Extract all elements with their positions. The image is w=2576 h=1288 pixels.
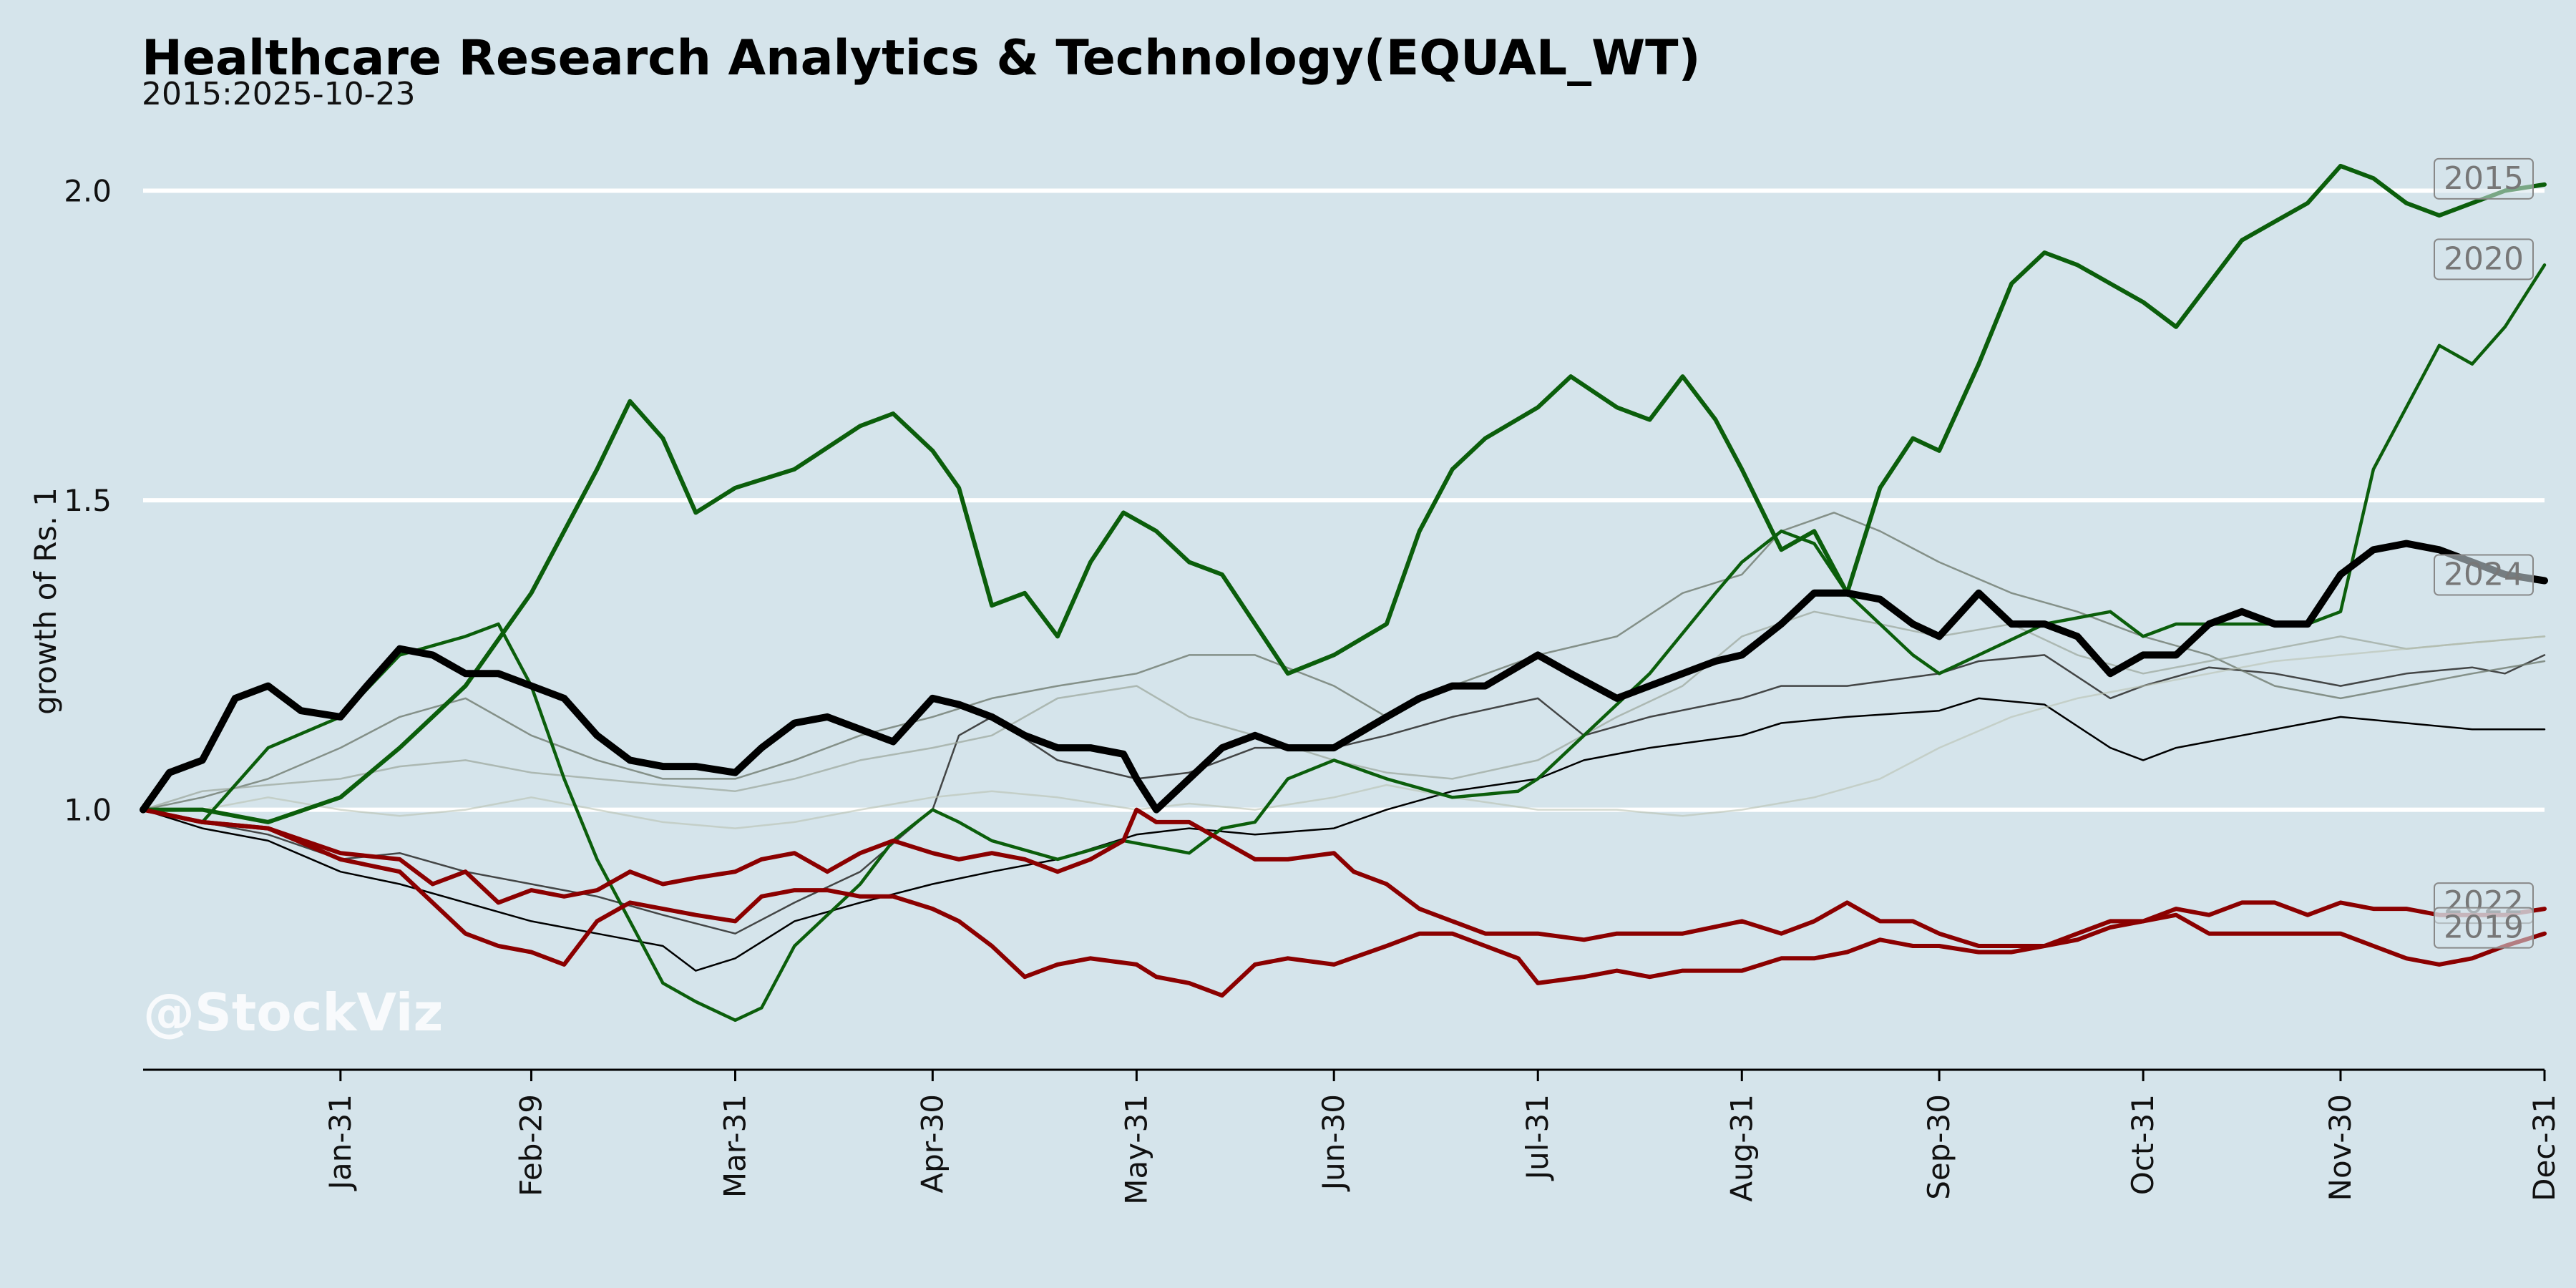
x-tick-label: Nov-30 [2323,1094,2358,1201]
series-line-2015 [141,163,2547,824]
series-line-2020 [141,263,2547,1023]
x-tick-label: Jun-30 [1316,1094,1351,1192]
series-lines [140,163,2548,1023]
x-tick-label: Mar-31 [718,1094,753,1198]
x-tick-label: Apr-30 [914,1094,950,1194]
series-end-label: 2024 [2444,557,2524,593]
x-tick-label: Dec-31 [2527,1094,2562,1201]
series-line [142,512,2546,811]
x-tick-label: Aug-31 [1724,1094,1759,1202]
x-tick-label: Oct-31 [2125,1094,2160,1195]
series-end-label-box [2434,907,2534,949]
x-tick-label: Feb-29 [513,1094,548,1196]
series-end-label: 2020 [2444,240,2524,277]
series-end-label-box [2434,238,2534,280]
x-tick-label: May-31 [1118,1094,1153,1205]
y-tick-label: 1.0 [64,793,112,828]
chart-title: Healthcare Research Analytics & Technolo… [142,30,1701,87]
series-end-label: 2019 [2444,909,2524,946]
y-tick-label: 2.0 [64,174,112,209]
series-end-label-box [2434,554,2534,596]
x-tick-label: Jan-31 [323,1094,358,1191]
series-line [142,697,2546,972]
watermark: @StockViz [143,982,443,1043]
series-end-label: 2015 [2444,160,2524,197]
x-tick-label: Sep-30 [1921,1094,1956,1200]
gridlines: 1.0 1.5 2.0 [64,174,2545,828]
series-line [142,654,2546,935]
x-tick-label: Jul-31 [1520,1094,1555,1181]
axes: Jan-31 Feb-29 Mar-31 Apr-30 May-31 Jun-30 Jul-… [143,1068,2562,1205]
y-axis-title: growth of Rs. 1 [28,487,63,715]
series-line [142,635,2546,829]
series-line-2019 [141,807,2547,998]
series-end-label-box [2434,157,2534,200]
chart-subtitle: 2015:2025-10-23 [142,76,416,112]
y-tick-label: 1.5 [64,483,112,518]
series-line-2024 [140,540,2548,814]
series-line-2022 [141,807,2547,948]
